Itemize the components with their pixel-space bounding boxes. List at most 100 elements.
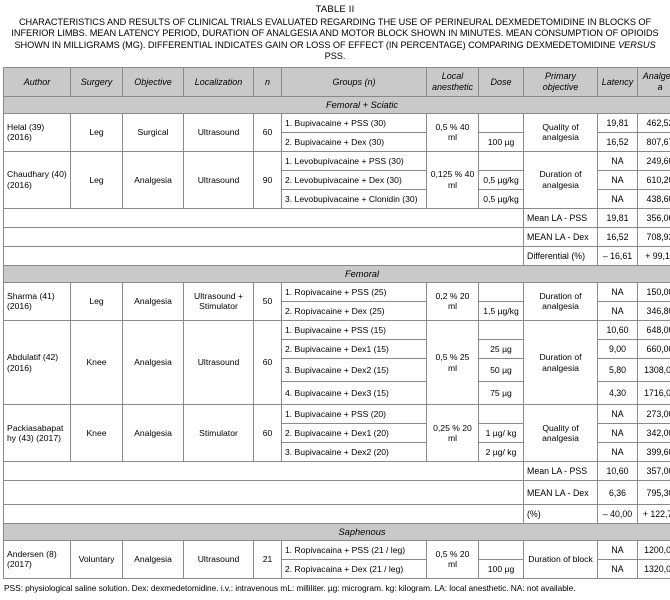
- cell-local-anesthetic: 0,5 % 25 ml: [426, 319, 479, 406]
- cell-group: 2. Ropivacaina + Dex (21 / leg): [281, 558, 427, 579]
- cell-dose: 2 µg/ kg: [478, 442, 524, 463]
- cell-surgery: Leg: [70, 281, 123, 321]
- cell-objective: Analgesia: [122, 404, 184, 463]
- table-caption: CHARACTERISTICS AND RESULTS OF CLINICAL …: [5, 17, 665, 63]
- cell-dose: 100 µg: [478, 558, 524, 579]
- cell-latency: NA: [597, 150, 638, 171]
- table-footnote: PSS: physiological saline solution. Dex:…: [4, 582, 576, 593]
- summary-analgesia: 795,30: [637, 480, 670, 505]
- cell-localization: Ultrasound: [183, 319, 254, 406]
- col-header-groups: Groups (n): [281, 66, 427, 97]
- summary-latency: 10,60: [597, 461, 638, 482]
- cell-dose: [478, 404, 524, 425]
- cell-dose: 1,5 µg/kg: [478, 300, 524, 321]
- cell-surgery: Knee: [70, 404, 123, 463]
- summary-spacer: [3, 461, 524, 482]
- col-header-localization: Localization: [183, 66, 254, 97]
- section-title: Femoral + Sciatic: [3, 95, 670, 114]
- cell-objective: Surgical: [122, 112, 184, 152]
- col-header-analgesia: Analgesia: [637, 66, 670, 97]
- cell-primary-objective: Duration of block: [523, 539, 598, 579]
- cell-group: 2. Bupivacaine + Dex (30): [281, 131, 427, 152]
- summary-label: Mean LA - PSS: [523, 461, 598, 482]
- cell-analgesia: 342,00: [637, 423, 670, 444]
- summary-latency: – 16,61: [597, 245, 638, 266]
- cell-surgery: Leg: [70, 112, 123, 152]
- col-header-surgery: Surgery: [70, 66, 123, 97]
- cell-group: 1. Ropivacaina + PSS (21 / leg): [281, 539, 427, 560]
- cell-objective: Analgesia: [122, 539, 184, 579]
- cell-surgery: Voluntary: [70, 539, 123, 579]
- cell-dose: [478, 319, 524, 340]
- cell-latency: NA: [597, 188, 638, 209]
- summary-spacer: [3, 226, 524, 247]
- cell-local-anesthetic: 0,125 % 40 ml: [426, 150, 479, 209]
- summary-row: Differential (%) – 16,61 + 99,10 + 22,26: [3, 245, 670, 266]
- cell-analgesia: 150,00: [637, 281, 670, 302]
- cell-primary-objective: Duration of analgesia: [523, 281, 598, 321]
- summary-analgesia: 357,00: [637, 461, 670, 482]
- col-header-primary-objective: Primary objective: [523, 66, 598, 97]
- summary-spacer: [3, 480, 524, 505]
- cell-latency: NA: [597, 442, 638, 463]
- cell-group: 2. Levobupivacaine + Dex (30): [281, 169, 427, 190]
- cell-analgesia: 249,60: [637, 150, 670, 171]
- summary-label: Mean LA - PSS: [523, 207, 598, 228]
- cell-dose: [478, 112, 524, 133]
- cell-group: 3. Bupivacaine + Dex2 (15): [281, 357, 427, 383]
- col-header-n: n: [253, 66, 282, 97]
- cell-dose: 100 µg: [478, 131, 524, 152]
- section-row-saphenous: Saphenous: [3, 522, 670, 541]
- table-row: 3. Levobupivacaine + Clonidin (30) 0,5 µ…: [4, 188, 670, 209]
- cell-n: 21: [253, 539, 282, 579]
- cell-latency: 19,81: [597, 112, 638, 133]
- cell-objective: Analgesia: [122, 281, 184, 321]
- cell-n: 90: [253, 150, 282, 209]
- cell-dose: [478, 150, 524, 171]
- summary-row: Mean LA - PSS 19,81 356,06 274,00: [3, 207, 670, 228]
- cell-localization: Ultrasound: [183, 112, 254, 152]
- table-row: Sharma (41) (2016) Leg Analgesia Ultraso…: [3, 281, 670, 321]
- cell-latency: NA: [597, 404, 638, 425]
- cell-group: 2. Ropivacaine + Dex (25): [281, 300, 427, 321]
- summary-label: MEAN LA - Dex: [523, 226, 598, 247]
- table-row: 2. Bupivacaine + Dex1 (20) 1 µg/ kg NA 3…: [4, 423, 670, 444]
- summary-latency: – 40,00: [597, 503, 638, 524]
- cell-primary-objective: Quality of analgesia: [523, 404, 598, 463]
- cell-local-anesthetic: 0,2 % 20 ml: [426, 281, 479, 321]
- table-body: Femoral + Sciatic Helal (39) (2016) Leg …: [3, 95, 670, 579]
- cell-primary-objective: Duration of analgesia: [523, 150, 598, 209]
- cell-latency: NA: [597, 558, 638, 579]
- table-row: 4. Bupivacaine + Dex3 (15) 75 µg 4,30 17…: [4, 381, 670, 406]
- col-header-dose: Dose: [478, 66, 524, 97]
- cell-latency: 9,00: [597, 338, 638, 359]
- col-header-local-anesthetic: Local anesthetic: [426, 66, 479, 97]
- cell-analgesia: 648,00: [637, 319, 670, 340]
- cell-latency: NA: [597, 169, 638, 190]
- cell-group: 3. Levobupivacaine + Clonidin (30): [281, 188, 427, 209]
- cell-latency: NA: [597, 300, 638, 321]
- cell-analgesia: 438,60: [637, 188, 670, 209]
- table-row: 2. Bupivacaine + Dex1 (15) 25 µg 9,00 66…: [4, 338, 670, 359]
- table-row: Andersen (8) (2017) Voluntary Analgesia …: [3, 539, 670, 579]
- cell-analgesia: 660,00: [637, 338, 670, 359]
- table-row: 2. Ropivacaine + Dex (25) 1,5 µg/kg NA 3…: [4, 300, 670, 321]
- cell-latency: NA: [597, 281, 638, 302]
- cell-analgesia: 399,60: [637, 442, 670, 463]
- summary-analgesia: + 122,77: [637, 503, 670, 524]
- cell-surgery: Leg: [70, 150, 123, 209]
- cell-local-anesthetic: 0,5 % 40 ml: [426, 112, 479, 152]
- summary-row: MEAN LA - Dex 16,52 708,93 335,00: [3, 226, 670, 247]
- cell-dose: 0,5 µg/kg: [478, 188, 524, 209]
- table-row: Helal (39) (2016) Leg Surgical Ultrasoun…: [3, 112, 670, 152]
- summary-row: MEAN LA - Dex 6,36 795,30 1418,00: [3, 480, 670, 505]
- col-header-objective: Objective: [122, 66, 184, 97]
- cell-n: 60: [253, 112, 282, 152]
- table-header: Author Surgery Objective Localization n …: [3, 66, 670, 97]
- section-row-femoral: Femoral: [3, 264, 670, 283]
- cell-latency: NA: [597, 539, 638, 560]
- cell-group: 1. Levobupivacaine + PSS (30): [281, 150, 427, 171]
- summary-spacer: [3, 207, 524, 228]
- table-label: TABLE II: [315, 4, 355, 15]
